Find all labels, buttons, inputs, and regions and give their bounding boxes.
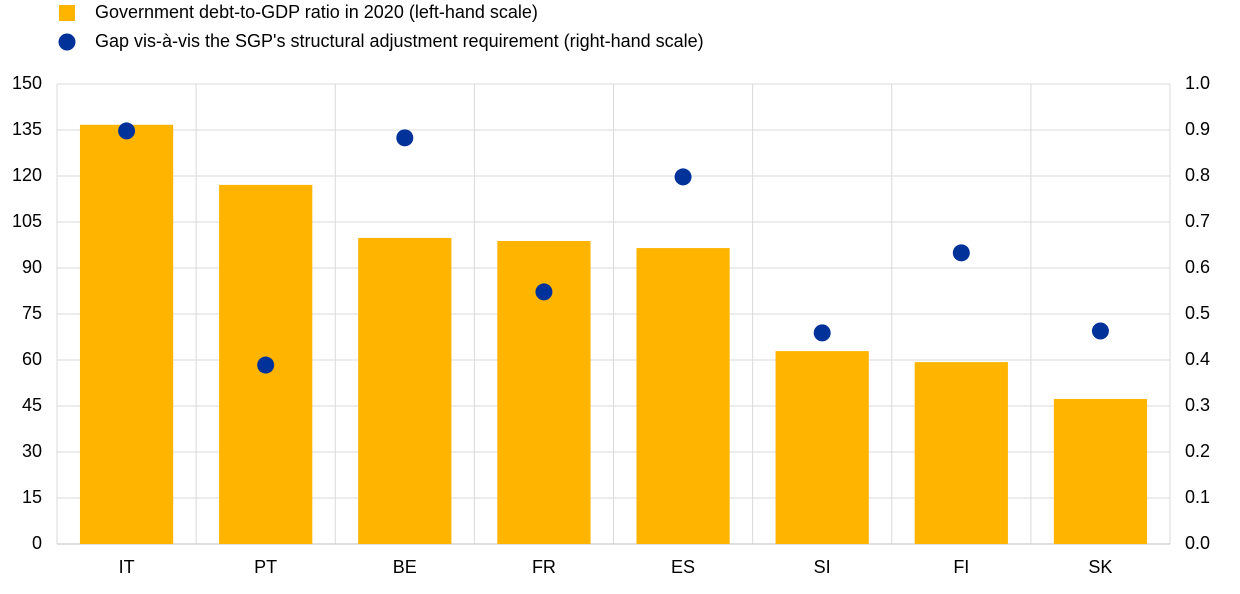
dot bbox=[952, 244, 970, 262]
bar bbox=[636, 248, 730, 545]
bar bbox=[775, 351, 869, 544]
y-tick-label: 45 bbox=[22, 395, 42, 415]
bar bbox=[358, 237, 452, 545]
y-tick-label: 15 bbox=[22, 487, 42, 507]
legend-label: Gap vis-à-vis the SGP's structural adjus… bbox=[95, 31, 704, 51]
y2-tick-label: 0.3 bbox=[1185, 395, 1210, 415]
y2-tick-label: 1.0 bbox=[1185, 73, 1210, 93]
y2-tick-label: 0.7 bbox=[1185, 211, 1210, 231]
y2-tick-label: 0.5 bbox=[1185, 303, 1210, 323]
dot bbox=[535, 283, 553, 301]
x-tick-label: SK bbox=[1088, 557, 1112, 577]
dot bbox=[396, 129, 414, 147]
legend-swatch bbox=[58, 33, 76, 51]
dot bbox=[257, 356, 275, 374]
y-tick-label: 150 bbox=[12, 73, 42, 93]
dot bbox=[118, 122, 136, 140]
bar bbox=[914, 362, 1008, 544]
dot bbox=[674, 168, 692, 186]
legend-label: Government debt-to-GDP ratio in 2020 (le… bbox=[95, 2, 538, 22]
y2-tick-label: 0.1 bbox=[1185, 487, 1210, 507]
x-tick-label: PT bbox=[254, 557, 277, 577]
bar bbox=[79, 124, 174, 544]
x-tick-label: ES bbox=[671, 557, 695, 577]
y-tick-label: 60 bbox=[22, 349, 42, 369]
y-tick-label: 120 bbox=[12, 165, 42, 185]
y-tick-label: 90 bbox=[22, 257, 42, 277]
bar bbox=[1053, 398, 1148, 544]
x-tick-label: SI bbox=[814, 557, 831, 577]
x-tick-label: BE bbox=[393, 557, 417, 577]
y-tick-label: 105 bbox=[12, 211, 42, 231]
dot bbox=[1091, 322, 1109, 340]
y-tick-label: 0 bbox=[32, 533, 42, 553]
y-tick-label: 30 bbox=[22, 441, 42, 461]
x-tick-label: IT bbox=[119, 557, 135, 577]
y2-tick-label: 0.4 bbox=[1185, 349, 1210, 369]
dot bbox=[813, 324, 831, 342]
x-tick-label: FI bbox=[953, 557, 969, 577]
y2-tick-label: 0.6 bbox=[1185, 257, 1210, 277]
y2-tick-label: 0.8 bbox=[1185, 165, 1210, 185]
y2-tick-label: 0.9 bbox=[1185, 119, 1210, 139]
y2-tick-label: 0.0 bbox=[1185, 533, 1210, 553]
legend-swatch bbox=[59, 5, 75, 21]
y-tick-label: 135 bbox=[12, 119, 42, 139]
y2-tick-label: 0.2 bbox=[1185, 441, 1210, 461]
y-tick-label: 75 bbox=[22, 303, 42, 323]
x-tick-label: FR bbox=[532, 557, 556, 577]
